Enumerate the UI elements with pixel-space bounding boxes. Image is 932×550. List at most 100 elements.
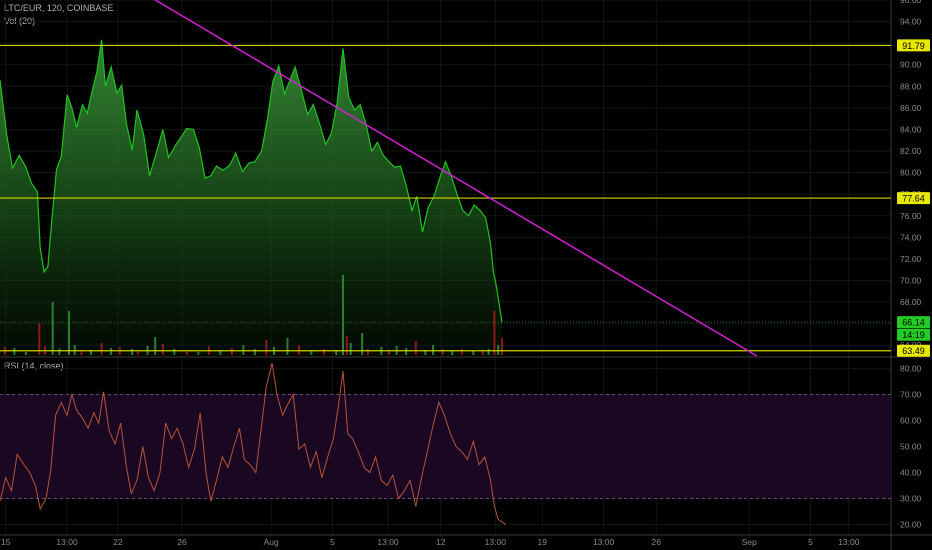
time-tick-label: 19 [538,537,548,547]
volume-bar [341,275,344,355]
time-tick-label: 5 [330,537,335,547]
time-tick-label: 26 [177,537,187,547]
price-tag [897,192,930,205]
drawing-layer [0,0,891,357]
rsi-band [0,394,891,499]
volume-title: Vol (20) [4,16,36,26]
volume-bar [414,341,417,355]
volume-bar [38,323,41,355]
volume-bar [310,351,313,355]
price-tag [897,39,930,52]
time-tick-label: 13:00 [593,537,615,547]
volume-bar [197,352,200,355]
volume-bar [242,345,245,355]
trendline [153,0,758,357]
time-tick-label: Sep [742,537,757,547]
volume-bar [361,333,364,355]
price-tick-label: 70.00 [900,275,922,285]
price-tick-label: 76.00 [900,211,922,221]
rsi-title: RSI (14, close) [4,361,64,371]
price-tag [897,316,930,329]
price-tick-label: 84.00 [900,124,922,134]
volume-bar [424,350,427,355]
volume-bar [131,349,134,355]
price-area-layer [0,39,503,356]
volume-bar [472,351,475,355]
volume-bar [432,345,435,355]
volume-bar [451,350,454,355]
volume-bar [230,348,233,355]
time-tick-label: 26 [652,537,662,547]
price-tag-label: 63.49 [902,346,925,356]
price-tick-label: 72.00 [900,254,922,264]
volume-bar [286,338,289,355]
volume-bar [219,350,222,355]
price-tag-label: 14:19 [902,330,925,340]
price-tag-label: 77.64 [902,194,925,204]
rsi-tick-label: 80.00 [900,363,922,373]
volume-bar [322,349,325,355]
volume-bar [335,350,338,355]
time-tick-label: 13:00 [838,537,860,547]
volume-bar [13,348,16,355]
volume-bar [460,349,463,355]
price-tick-label: 90.00 [900,60,922,70]
price-tick-label: 86.00 [900,103,922,113]
symbol-title: LTC/EUR, 120, COINBASE [4,3,114,13]
price-area [0,39,503,356]
time-tick-label: Aug [264,537,279,547]
volume-bar [253,349,256,355]
volume-bar [349,343,352,355]
price-tick-label: 96.00 [900,0,922,5]
volume-bar [51,302,54,355]
price-tick-label: 68.00 [900,297,922,307]
volume-bar [487,349,490,355]
price-tag-label: 66.14 [902,318,925,328]
rsi-layer [0,363,507,526]
rsi-tick-label: 30.00 [900,494,922,504]
time-tick-label: 13:00 [485,537,507,547]
volume-bar [67,311,70,355]
price-line [0,39,503,323]
volume-bar [90,350,93,355]
volume-bar [265,340,268,355]
volume-bar [173,349,176,355]
volume-bar [185,351,188,355]
volume-bar [501,338,504,355]
price-tick-label: 74.00 [900,232,922,242]
volume-bar [154,337,157,355]
volume-bar [366,349,369,355]
volume-bar [387,350,390,355]
price-tag [897,344,930,357]
time-tick-label: 13:00 [56,537,78,547]
price-tick-label: 82.00 [900,146,922,156]
volume-bar [73,345,76,355]
time-tick-label: 12 [436,537,446,547]
volume-bar [297,345,300,355]
rsi-tick-label: 50.00 [900,442,922,452]
rsi-tick-label: 40.00 [900,468,922,478]
volume-bar [100,343,103,355]
volume-bar [497,345,500,355]
volume-bar [481,350,484,355]
price-tag [897,328,930,341]
rsi-band-layer [0,393,891,500]
rsi-tick-label: 60.00 [900,415,922,425]
rsi-tick-label: 70.00 [900,389,922,399]
volume-bar [493,311,496,355]
volume-bar [136,351,139,355]
volume-bar [24,352,27,355]
rsi-line [0,363,507,526]
price-tick-label: 94.00 [900,17,922,27]
volume-bar [441,349,444,355]
price-tag-label: 91.79 [902,41,925,51]
volume-bar [58,348,61,355]
time-tick-label: 22 [113,537,123,547]
volume-bar [80,351,83,355]
price-tick-label: 88.00 [900,81,922,91]
volume-bar [110,348,113,355]
volume-bar [161,344,164,355]
volume-bar [345,336,348,355]
